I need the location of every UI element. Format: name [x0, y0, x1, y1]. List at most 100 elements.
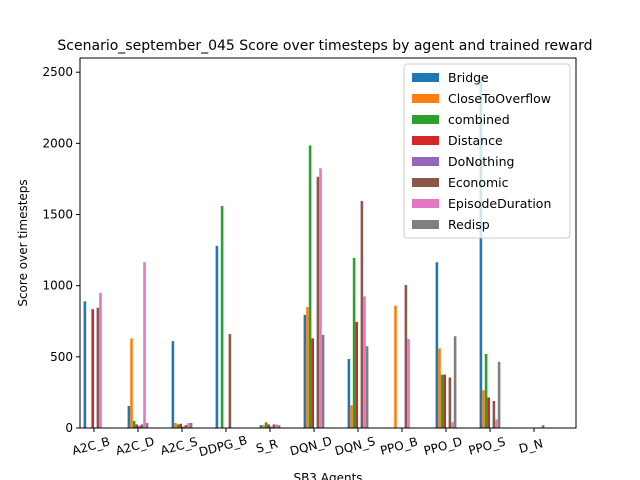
bar-distance-a2c-s: [179, 423, 182, 428]
x-axis-label: SB3 Agents: [293, 471, 362, 480]
legend-label: combined: [448, 112, 510, 127]
bar-bridge-ddpg-b: [215, 245, 219, 428]
y-tick-label: 1500: [42, 208, 73, 222]
bar-distance-a2c-b: [91, 309, 94, 428]
legend-label: DoNothing: [448, 154, 514, 169]
bar-combined-a2c-d: [132, 420, 136, 428]
x-tick-label: DDPG_B: [197, 433, 248, 459]
bar-combined-dqn-s: [352, 257, 356, 428]
legend-label: Bridge: [448, 70, 489, 85]
bar-redisp-ppo-s: [497, 361, 501, 428]
x-tick-label: PPO_B: [379, 434, 419, 457]
legend-label: Distance: [448, 133, 503, 148]
bar-distance-a2c-d: [135, 424, 138, 428]
bar-bridge-s-r: [259, 425, 263, 428]
bar-distance-s-r: [267, 424, 270, 428]
bar-closetooverflow-dqn-d: [306, 307, 309, 428]
legend-label: CloseToOverflow: [448, 91, 551, 106]
bar-closetooverflow-dqn-s: [350, 405, 353, 428]
legend-box: [403, 63, 571, 239]
x-tick-label: A2C_D: [114, 434, 156, 458]
bar-redisp-ppo-d: [453, 336, 457, 428]
bar-closetooverflow-ppo-s: [482, 390, 485, 428]
bar-episodeduration-ppo-s: [495, 419, 498, 428]
bar-combined-a2c-s: [176, 424, 180, 428]
bar-bridge-dqn-d: [303, 314, 307, 428]
bar-bridge-a2c-s: [171, 341, 175, 428]
bar-economic-ppo-b: [404, 284, 408, 428]
legend-label: Redisp: [448, 217, 490, 232]
bar-donothing-a2c-s: [182, 426, 185, 428]
bar-episodeduration-ppo-d: [451, 422, 454, 428]
chart-title: Scenario_september_045 Score over timest…: [57, 38, 592, 54]
bar-distance-ppo-d: [443, 374, 446, 428]
bar-redisp-d-n: [541, 425, 545, 428]
bar-closetooverflow-ppo-d: [438, 348, 441, 428]
bar-distance-dqn-d: [311, 338, 314, 428]
plot-frame: [79, 57, 577, 429]
bar-economic-dqn-s: [360, 201, 364, 428]
legend-swatch: [412, 136, 439, 145]
bar-economic-ddpg-b: [228, 334, 232, 428]
bar-closetooverflow-ppo-b: [394, 305, 397, 428]
bar-closetooverflow-a2c-d: [130, 338, 133, 428]
bar-distance-ppo-s: [487, 397, 490, 428]
y-tick-label: 2000: [42, 136, 73, 150]
y-tick-label: 0: [65, 421, 73, 435]
bar-combined-ppo-d: [440, 374, 444, 428]
bar-episodeduration-a2c-d: [143, 262, 146, 428]
bar-episodeduration-a2c-s: [187, 423, 190, 428]
y-tick-label: 1000: [42, 279, 73, 293]
y-axis: 0 500 1000 1500 2000 2500: [42, 65, 80, 435]
x-tick-label: D_N: [517, 436, 544, 456]
legend: Bridge CloseToOverflow combined Distance DoN…: [403, 63, 571, 239]
legend-swatch: [412, 73, 439, 82]
y-tick-label: 2500: [42, 65, 73, 79]
bar-donothing-s-r: [270, 426, 273, 428]
bar-redisp-dqn-d: [321, 334, 325, 428]
bar-distance-dqn-s: [355, 321, 358, 428]
x-tick-label: A2C_B: [71, 434, 112, 457]
bar-episodeduration-ppo-b: [407, 339, 410, 428]
legend-swatch: [412, 94, 439, 103]
bar-episodeduration-dqn-d: [319, 168, 322, 429]
bar-redisp-a2c-d: [145, 423, 149, 428]
bar-economic-ppo-d: [448, 377, 452, 428]
legend-swatch: [412, 199, 439, 208]
bar-economic-a2c-b: [96, 307, 100, 428]
x-tick-label: PPO_S: [467, 435, 507, 458]
bar-redisp-dqn-s: [365, 346, 369, 428]
bar-combined-s-r: [264, 422, 268, 428]
legend-label: EpisodeDuration: [448, 196, 551, 211]
bar-closetooverflow-s-r: [262, 425, 265, 428]
x-tick-label: DQN_S: [333, 434, 376, 458]
bar-economic-a2c-d: [140, 424, 144, 428]
legend-swatch: [412, 178, 439, 187]
bar-bridge-a2c-d: [127, 405, 131, 428]
bar-bridge-ppo-s: [479, 76, 483, 428]
bar-combined-dqn-d: [308, 145, 312, 428]
bar-economic-dqn-d: [316, 176, 320, 428]
y-tick-label: 500: [50, 350, 73, 364]
legend-label: Economic: [448, 175, 509, 190]
bar-bridge-dqn-s: [347, 358, 351, 428]
legend-swatch: [412, 157, 439, 166]
bar-combined-ppo-s: [484, 354, 488, 428]
bar-redisp-s-r: [277, 425, 281, 428]
x-tick-label: DQN_D: [288, 434, 333, 459]
bar-episodeduration-s-r: [275, 424, 278, 428]
bar-closetooverflow-a2c-s: [174, 423, 177, 428]
x-tick-label: S_R: [255, 437, 280, 456]
x-tick-label: A2C_S: [159, 434, 199, 457]
bar-episodeduration-a2c-b: [99, 292, 102, 428]
bar-donothing-a2c-d: [138, 425, 141, 428]
bar-bridge-ppo-d: [435, 262, 439, 428]
bars-group: [83, 76, 545, 429]
bar-episodeduration-dqn-s: [363, 296, 366, 428]
legend-swatch: [412, 115, 439, 124]
bar-bridge-a2c-b: [83, 301, 87, 428]
bar-redisp-a2c-s: [189, 423, 193, 428]
y-axis-label: Score over timesteps: [16, 179, 30, 306]
